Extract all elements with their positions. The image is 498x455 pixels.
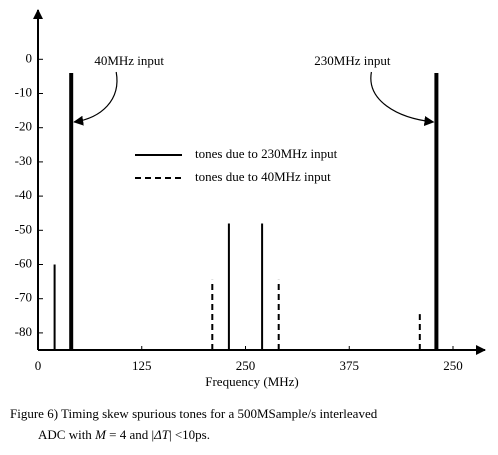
y-tick-label: -70: [15, 290, 32, 305]
y-tick-label: -80: [15, 324, 32, 339]
annotation-arrow: [73, 71, 118, 126]
x-tick-label: 125: [132, 358, 152, 373]
caption-line: ADC with M = 4 and |ΔT| <10ps.: [38, 427, 210, 442]
x-tick-label: 250: [236, 358, 256, 373]
annotation-arrow: [370, 71, 435, 126]
caption-line: Figure 6) Timing skew spurious tones for…: [10, 406, 378, 421]
x-axis-label: Frequency (MHz): [205, 374, 299, 389]
y-tick-label: -20: [15, 119, 32, 134]
y-tick-label: -30: [15, 153, 32, 168]
y-tick-label: 0: [26, 50, 33, 65]
x-tick-label: 0: [35, 358, 42, 373]
annotation-label: 40MHz input: [94, 53, 164, 68]
legend-label: tones due to 230MHz input: [195, 146, 338, 161]
y-tick-label: -10: [15, 84, 32, 99]
y-tick-label: -60: [15, 255, 32, 270]
legend-label: tones due to 40MHz input: [195, 169, 331, 184]
x-tick-label: 375: [340, 358, 360, 373]
y-tick-label: -50: [15, 221, 32, 236]
y-tick-label: -40: [15, 187, 32, 202]
x-tick-label: 250: [443, 358, 463, 373]
annotation-label: 230MHz input: [314, 53, 391, 68]
